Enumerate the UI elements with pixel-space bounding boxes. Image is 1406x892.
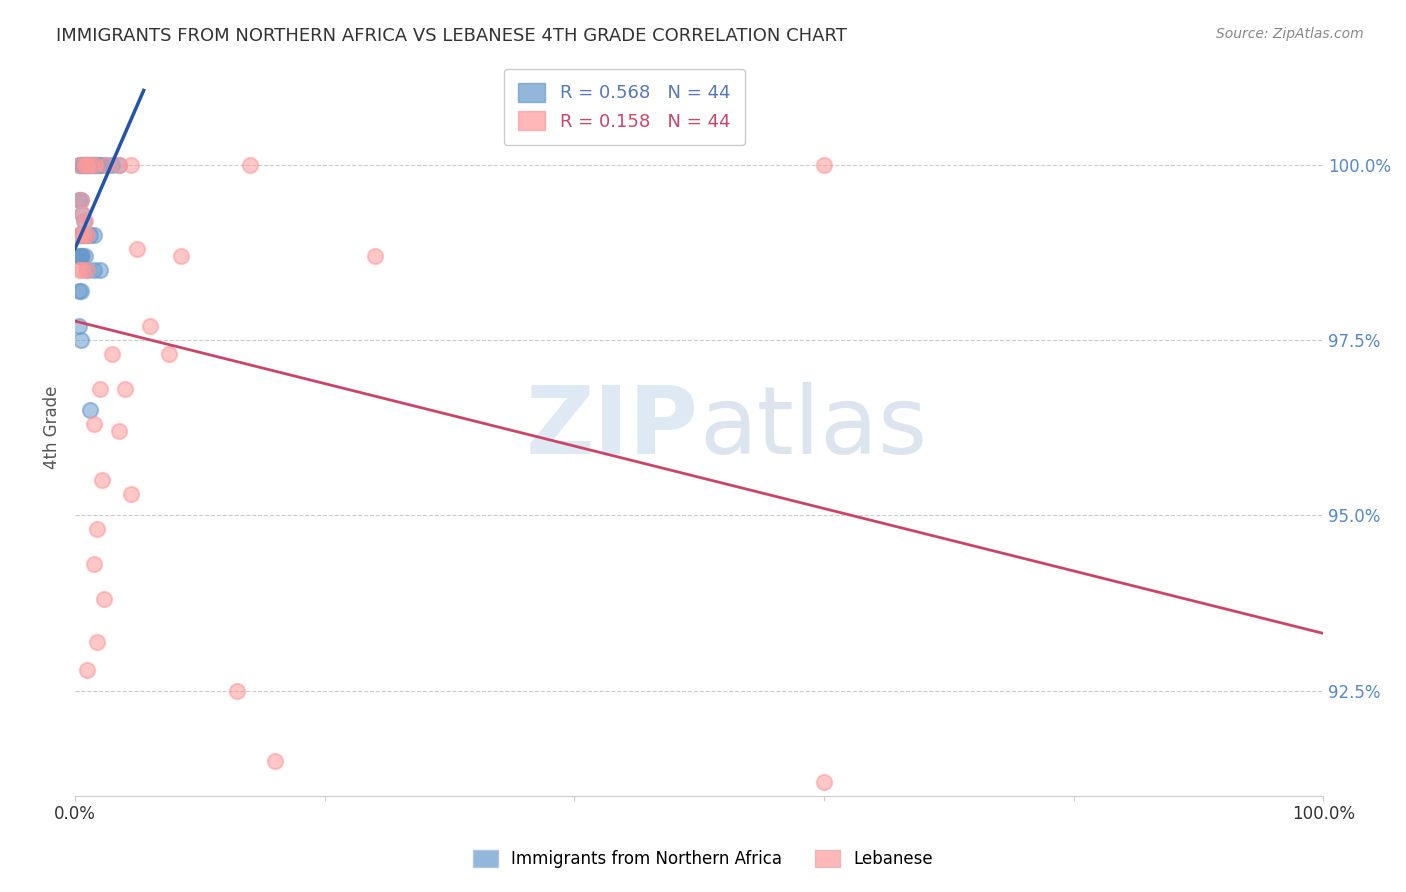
Point xyxy=(73,214,96,228)
Point xyxy=(89,263,111,277)
Point xyxy=(84,158,107,172)
Point xyxy=(813,774,835,789)
Text: IMMIGRANTS FROM NORTHERN AFRICA VS LEBANESE 4TH GRADE CORRELATION CHART: IMMIGRANTS FROM NORTHERN AFRICA VS LEBAN… xyxy=(56,27,846,45)
Point xyxy=(127,242,149,256)
Point xyxy=(67,249,90,263)
Point xyxy=(73,249,96,263)
Point xyxy=(76,158,98,172)
Point xyxy=(91,473,114,487)
Point xyxy=(73,158,96,172)
Point xyxy=(77,158,100,172)
Point xyxy=(114,382,136,396)
Point xyxy=(70,193,93,207)
Point xyxy=(76,263,98,277)
Point xyxy=(72,249,94,263)
Point xyxy=(91,158,114,172)
Point xyxy=(73,227,96,242)
Legend: Immigrants from Northern Africa, Lebanese: Immigrants from Northern Africa, Lebanes… xyxy=(465,843,941,875)
Point xyxy=(67,227,90,242)
Point xyxy=(67,318,90,333)
Point xyxy=(93,592,115,607)
Y-axis label: 4th Grade: 4th Grade xyxy=(44,386,60,469)
Point xyxy=(813,158,835,172)
Point xyxy=(67,263,90,277)
Point xyxy=(139,318,162,333)
Point xyxy=(226,683,249,698)
Point xyxy=(84,158,107,172)
Point xyxy=(72,158,94,172)
Point xyxy=(83,227,105,242)
Point xyxy=(72,207,94,221)
Point xyxy=(70,193,93,207)
Point xyxy=(107,424,129,438)
Point xyxy=(84,158,107,172)
Point xyxy=(70,227,93,242)
Point xyxy=(96,158,118,172)
Point xyxy=(70,284,93,298)
Point xyxy=(170,249,193,263)
Point xyxy=(73,214,96,228)
Point xyxy=(83,158,105,172)
Point xyxy=(69,249,91,263)
Point xyxy=(70,333,93,347)
Text: ZIP: ZIP xyxy=(526,382,699,474)
Point xyxy=(120,487,142,501)
Point xyxy=(83,558,105,572)
Point xyxy=(72,227,94,242)
Point xyxy=(83,263,105,277)
Point xyxy=(73,158,96,172)
Point xyxy=(76,227,98,242)
Point xyxy=(80,158,103,172)
Point xyxy=(101,347,124,361)
Point xyxy=(69,227,91,242)
Point xyxy=(67,284,90,298)
Text: atlas: atlas xyxy=(699,382,928,474)
Point xyxy=(73,158,96,172)
Point xyxy=(89,158,111,172)
Point xyxy=(67,158,90,172)
Point xyxy=(86,522,108,536)
Point xyxy=(86,158,108,172)
Point xyxy=(70,227,93,242)
Point xyxy=(239,158,262,172)
Point xyxy=(76,227,98,242)
Point xyxy=(107,158,129,172)
Point xyxy=(75,158,97,172)
Point xyxy=(79,158,101,172)
Point xyxy=(69,158,91,172)
Point xyxy=(83,417,105,432)
Point xyxy=(96,158,118,172)
Point xyxy=(72,207,94,221)
Point xyxy=(157,347,180,361)
Point xyxy=(120,158,142,172)
Point xyxy=(89,382,111,396)
Point xyxy=(363,249,385,263)
Point xyxy=(67,193,90,207)
Legend: R = 0.568   N = 44, R = 0.158   N = 44: R = 0.568 N = 44, R = 0.158 N = 44 xyxy=(503,69,745,145)
Point xyxy=(107,158,129,172)
Point xyxy=(263,754,285,768)
Text: Source: ZipAtlas.com: Source: ZipAtlas.com xyxy=(1216,27,1364,41)
Point xyxy=(76,263,98,277)
Point xyxy=(79,403,101,417)
Point xyxy=(82,158,104,172)
Point xyxy=(73,227,96,242)
Point xyxy=(76,158,98,172)
Point xyxy=(72,263,94,277)
Point xyxy=(76,663,98,677)
Point xyxy=(70,249,93,263)
Point xyxy=(73,227,96,242)
Point xyxy=(67,227,90,242)
Point xyxy=(101,158,124,172)
Point xyxy=(86,634,108,648)
Point xyxy=(79,227,101,242)
Point xyxy=(70,158,93,172)
